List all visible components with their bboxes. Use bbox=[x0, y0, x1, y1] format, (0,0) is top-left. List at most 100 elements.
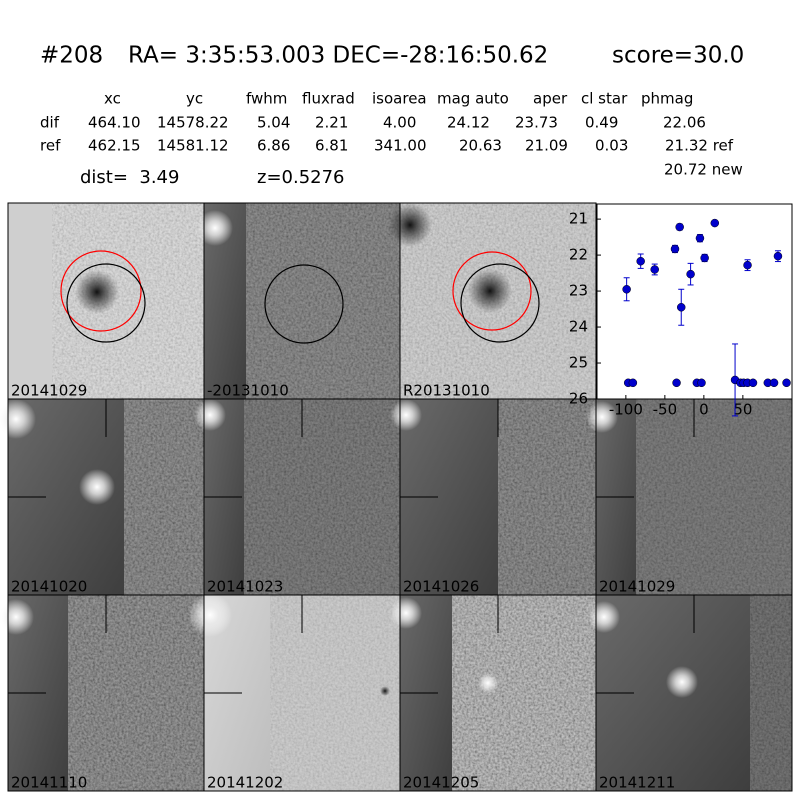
point bbox=[672, 378, 681, 388]
stamp-label: 20141026 bbox=[403, 578, 479, 596]
redshift: z=0.5276 bbox=[257, 167, 345, 188]
x-tick-label: 50 bbox=[733, 401, 752, 419]
point bbox=[675, 222, 684, 232]
point bbox=[748, 378, 758, 388]
table-cell: 462.15 bbox=[88, 137, 141, 155]
source bbox=[0, 399, 36, 439]
stamp-label: R20131010 bbox=[403, 382, 490, 400]
source bbox=[79, 469, 115, 505]
source bbox=[197, 210, 233, 246]
column-header: phmag bbox=[641, 90, 693, 108]
source bbox=[390, 399, 422, 431]
point bbox=[650, 265, 659, 274]
y-tick-label: 22 bbox=[569, 246, 588, 264]
table-cell: 14578.22 bbox=[157, 114, 229, 132]
aperture bbox=[60, 250, 142, 332]
table-cell: 22.06 bbox=[663, 114, 706, 132]
column-header: yc bbox=[186, 90, 203, 108]
y-tick-label: 24 bbox=[569, 318, 588, 336]
point bbox=[676, 303, 686, 312]
table-cell: 20.63 bbox=[459, 137, 502, 155]
stamp-smooth bbox=[8, 203, 52, 399]
table-cell: 4.00 bbox=[383, 114, 416, 132]
aperture bbox=[66, 263, 146, 343]
column-header: aper bbox=[533, 90, 568, 108]
phmag-new: 20.72 new bbox=[664, 161, 743, 179]
source bbox=[75, 270, 119, 314]
coordinates: RA= 3:35:53.003 DEC=-28:16:50.62 bbox=[128, 43, 548, 69]
table-cell: 6.86 bbox=[257, 137, 290, 155]
y-tick-label: 21 bbox=[569, 210, 588, 228]
source bbox=[188, 593, 232, 637]
source bbox=[586, 401, 618, 433]
point bbox=[769, 378, 779, 388]
table-cell: 5.04 bbox=[257, 114, 290, 132]
point bbox=[670, 244, 680, 254]
source bbox=[388, 203, 432, 247]
stamp-label: 20141029 bbox=[599, 578, 675, 596]
y-tick-label: 25 bbox=[569, 354, 588, 372]
stamp-label: 20141023 bbox=[207, 578, 283, 596]
source bbox=[390, 597, 422, 629]
source bbox=[588, 601, 620, 633]
x-tick-label: -50 bbox=[653, 401, 678, 419]
table-cell: 6.81 bbox=[315, 137, 348, 155]
table-cell: ref bbox=[40, 137, 61, 155]
stamp-label: 20141110 bbox=[11, 774, 87, 792]
point bbox=[700, 253, 709, 263]
table-cell: 24.12 bbox=[447, 114, 490, 132]
point bbox=[710, 218, 720, 228]
column-header: cl star bbox=[581, 90, 628, 108]
dist: dist= 3.49 bbox=[80, 167, 179, 188]
stamp-label: 20141029 bbox=[11, 382, 87, 400]
plot-bg bbox=[596, 203, 793, 400]
table-cell: 341.00 bbox=[374, 137, 427, 155]
point bbox=[628, 378, 638, 388]
stamp-frame bbox=[595, 594, 793, 792]
column-header: isoarea bbox=[372, 90, 427, 108]
y-tick-label: 26 bbox=[569, 390, 588, 408]
table-cell: 2.21 bbox=[315, 114, 348, 132]
stamp-label: -20131010 bbox=[207, 382, 289, 400]
table-cell: 21.09 bbox=[525, 137, 568, 155]
stamp-label: 20141205 bbox=[403, 774, 479, 792]
point bbox=[743, 260, 752, 270]
aperture bbox=[460, 263, 540, 343]
column-header: xc bbox=[104, 90, 121, 108]
x-tick-label: -100 bbox=[609, 401, 643, 419]
table-cell: 14581.12 bbox=[157, 137, 229, 155]
table-cell: 0.03 bbox=[595, 137, 628, 155]
stamp-label: 20141211 bbox=[599, 774, 675, 792]
table-cell: 464.10 bbox=[88, 114, 141, 132]
stamp-label: 20141020 bbox=[11, 578, 87, 596]
table-cell: 21.32 ref bbox=[665, 137, 734, 155]
source bbox=[666, 666, 698, 698]
column-header: fwhm bbox=[246, 90, 287, 108]
point bbox=[622, 285, 631, 294]
source bbox=[468, 269, 512, 313]
table-cell: 23.73 bbox=[515, 114, 558, 132]
source bbox=[478, 673, 498, 693]
column-header: mag auto bbox=[437, 90, 509, 108]
aperture bbox=[264, 264, 344, 344]
stamps: 20141029 -20131010 R20131010 20141020 201410… bbox=[0, 202, 793, 792]
candidate-id: #208 bbox=[40, 43, 103, 69]
light-curve: 21 22 23 24 25 26 -100 -50 0 50 bbox=[569, 203, 793, 419]
point bbox=[686, 269, 695, 279]
source bbox=[194, 399, 226, 431]
stamp-label: 20141202 bbox=[207, 774, 283, 792]
aperture bbox=[452, 251, 532, 331]
table-cell: 0.49 bbox=[585, 114, 618, 132]
point bbox=[695, 233, 705, 243]
point bbox=[773, 251, 783, 261]
point bbox=[697, 378, 706, 388]
x-tick-label: 0 bbox=[699, 401, 709, 419]
point bbox=[636, 256, 645, 266]
y-tick-label: 23 bbox=[569, 282, 588, 300]
table-cell: dif bbox=[40, 114, 60, 132]
score: score=30.0 bbox=[612, 43, 744, 69]
column-header: fluxrad bbox=[302, 90, 355, 108]
point bbox=[782, 378, 791, 388]
source bbox=[380, 686, 390, 696]
